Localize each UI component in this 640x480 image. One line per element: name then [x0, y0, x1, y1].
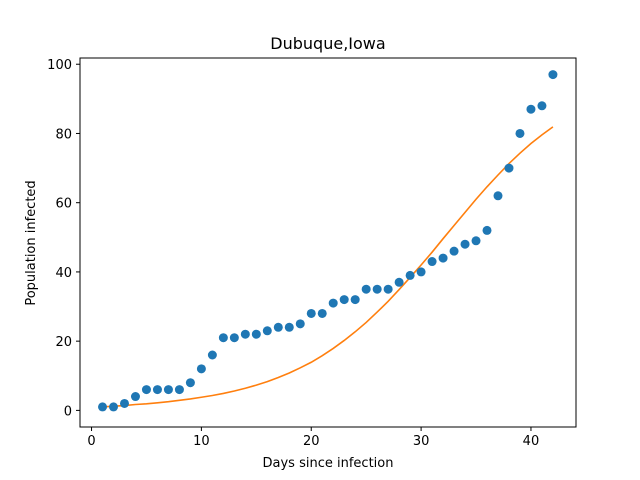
x-tick-label: 20: [303, 434, 320, 449]
data-point: [152, 385, 162, 395]
x-tick-label: 30: [413, 434, 430, 449]
x-axis: 0 10 20 30 40: [87, 427, 539, 449]
data-point: [526, 104, 536, 114]
data-point: [141, 385, 151, 395]
plot-area: [98, 70, 558, 412]
data-point: [394, 277, 404, 287]
data-point: [163, 385, 173, 395]
x-tick-label: 0: [87, 434, 95, 449]
data-point: [174, 385, 184, 395]
y-tick-label: 0: [64, 404, 72, 419]
data-point: [383, 284, 393, 294]
data-point: [273, 322, 283, 332]
data-point: [493, 191, 503, 201]
data-point: [328, 298, 338, 308]
data-point: [295, 319, 305, 329]
chart-title: Dubuque,Iowa: [270, 34, 385, 53]
data-point: [482, 225, 492, 235]
data-point: [229, 333, 239, 343]
data-point: [98, 402, 108, 412]
data-point: [361, 284, 371, 294]
data-point: [339, 295, 349, 305]
data-point: [504, 163, 514, 173]
data-point: [427, 257, 437, 267]
data-point: [438, 253, 448, 263]
data-point: [240, 329, 250, 339]
x-tick-label: 10: [193, 434, 210, 449]
data-point: [196, 364, 206, 374]
data-point: [284, 322, 294, 332]
data-point: [218, 333, 228, 343]
data-point: [405, 270, 415, 280]
data-point: [515, 128, 525, 138]
y-tick-label: 100: [47, 58, 72, 73]
y-tick-label: 80: [55, 127, 72, 142]
y-axis-label: Population infected: [24, 180, 39, 305]
data-point: [416, 267, 426, 277]
plot-frame: [79, 57, 577, 428]
data-point: [207, 350, 217, 360]
y-tick-label: 40: [55, 266, 72, 281]
data-point: [350, 295, 360, 305]
data-point: [119, 398, 129, 408]
data-point: [130, 392, 140, 402]
data-point: [471, 236, 481, 246]
y-axis: 0 20 40 60 80 100: [47, 58, 80, 419]
y-tick-label: 60: [55, 197, 72, 212]
data-point: [537, 101, 547, 111]
x-tick-label: 40: [523, 434, 540, 449]
x-axis-label: Days since infection: [263, 456, 394, 471]
data-point: [460, 239, 470, 249]
data-point: [262, 326, 272, 336]
data-point: [251, 329, 261, 339]
data-point: [185, 378, 195, 388]
data-point: [317, 308, 327, 318]
data-point: [548, 70, 558, 80]
data-point: [372, 284, 382, 294]
fit-curve-line: [102, 126, 554, 408]
y-tick-label: 20: [55, 335, 72, 350]
data-point: [109, 402, 119, 412]
data-point: [306, 308, 316, 318]
data-point: [449, 246, 459, 256]
